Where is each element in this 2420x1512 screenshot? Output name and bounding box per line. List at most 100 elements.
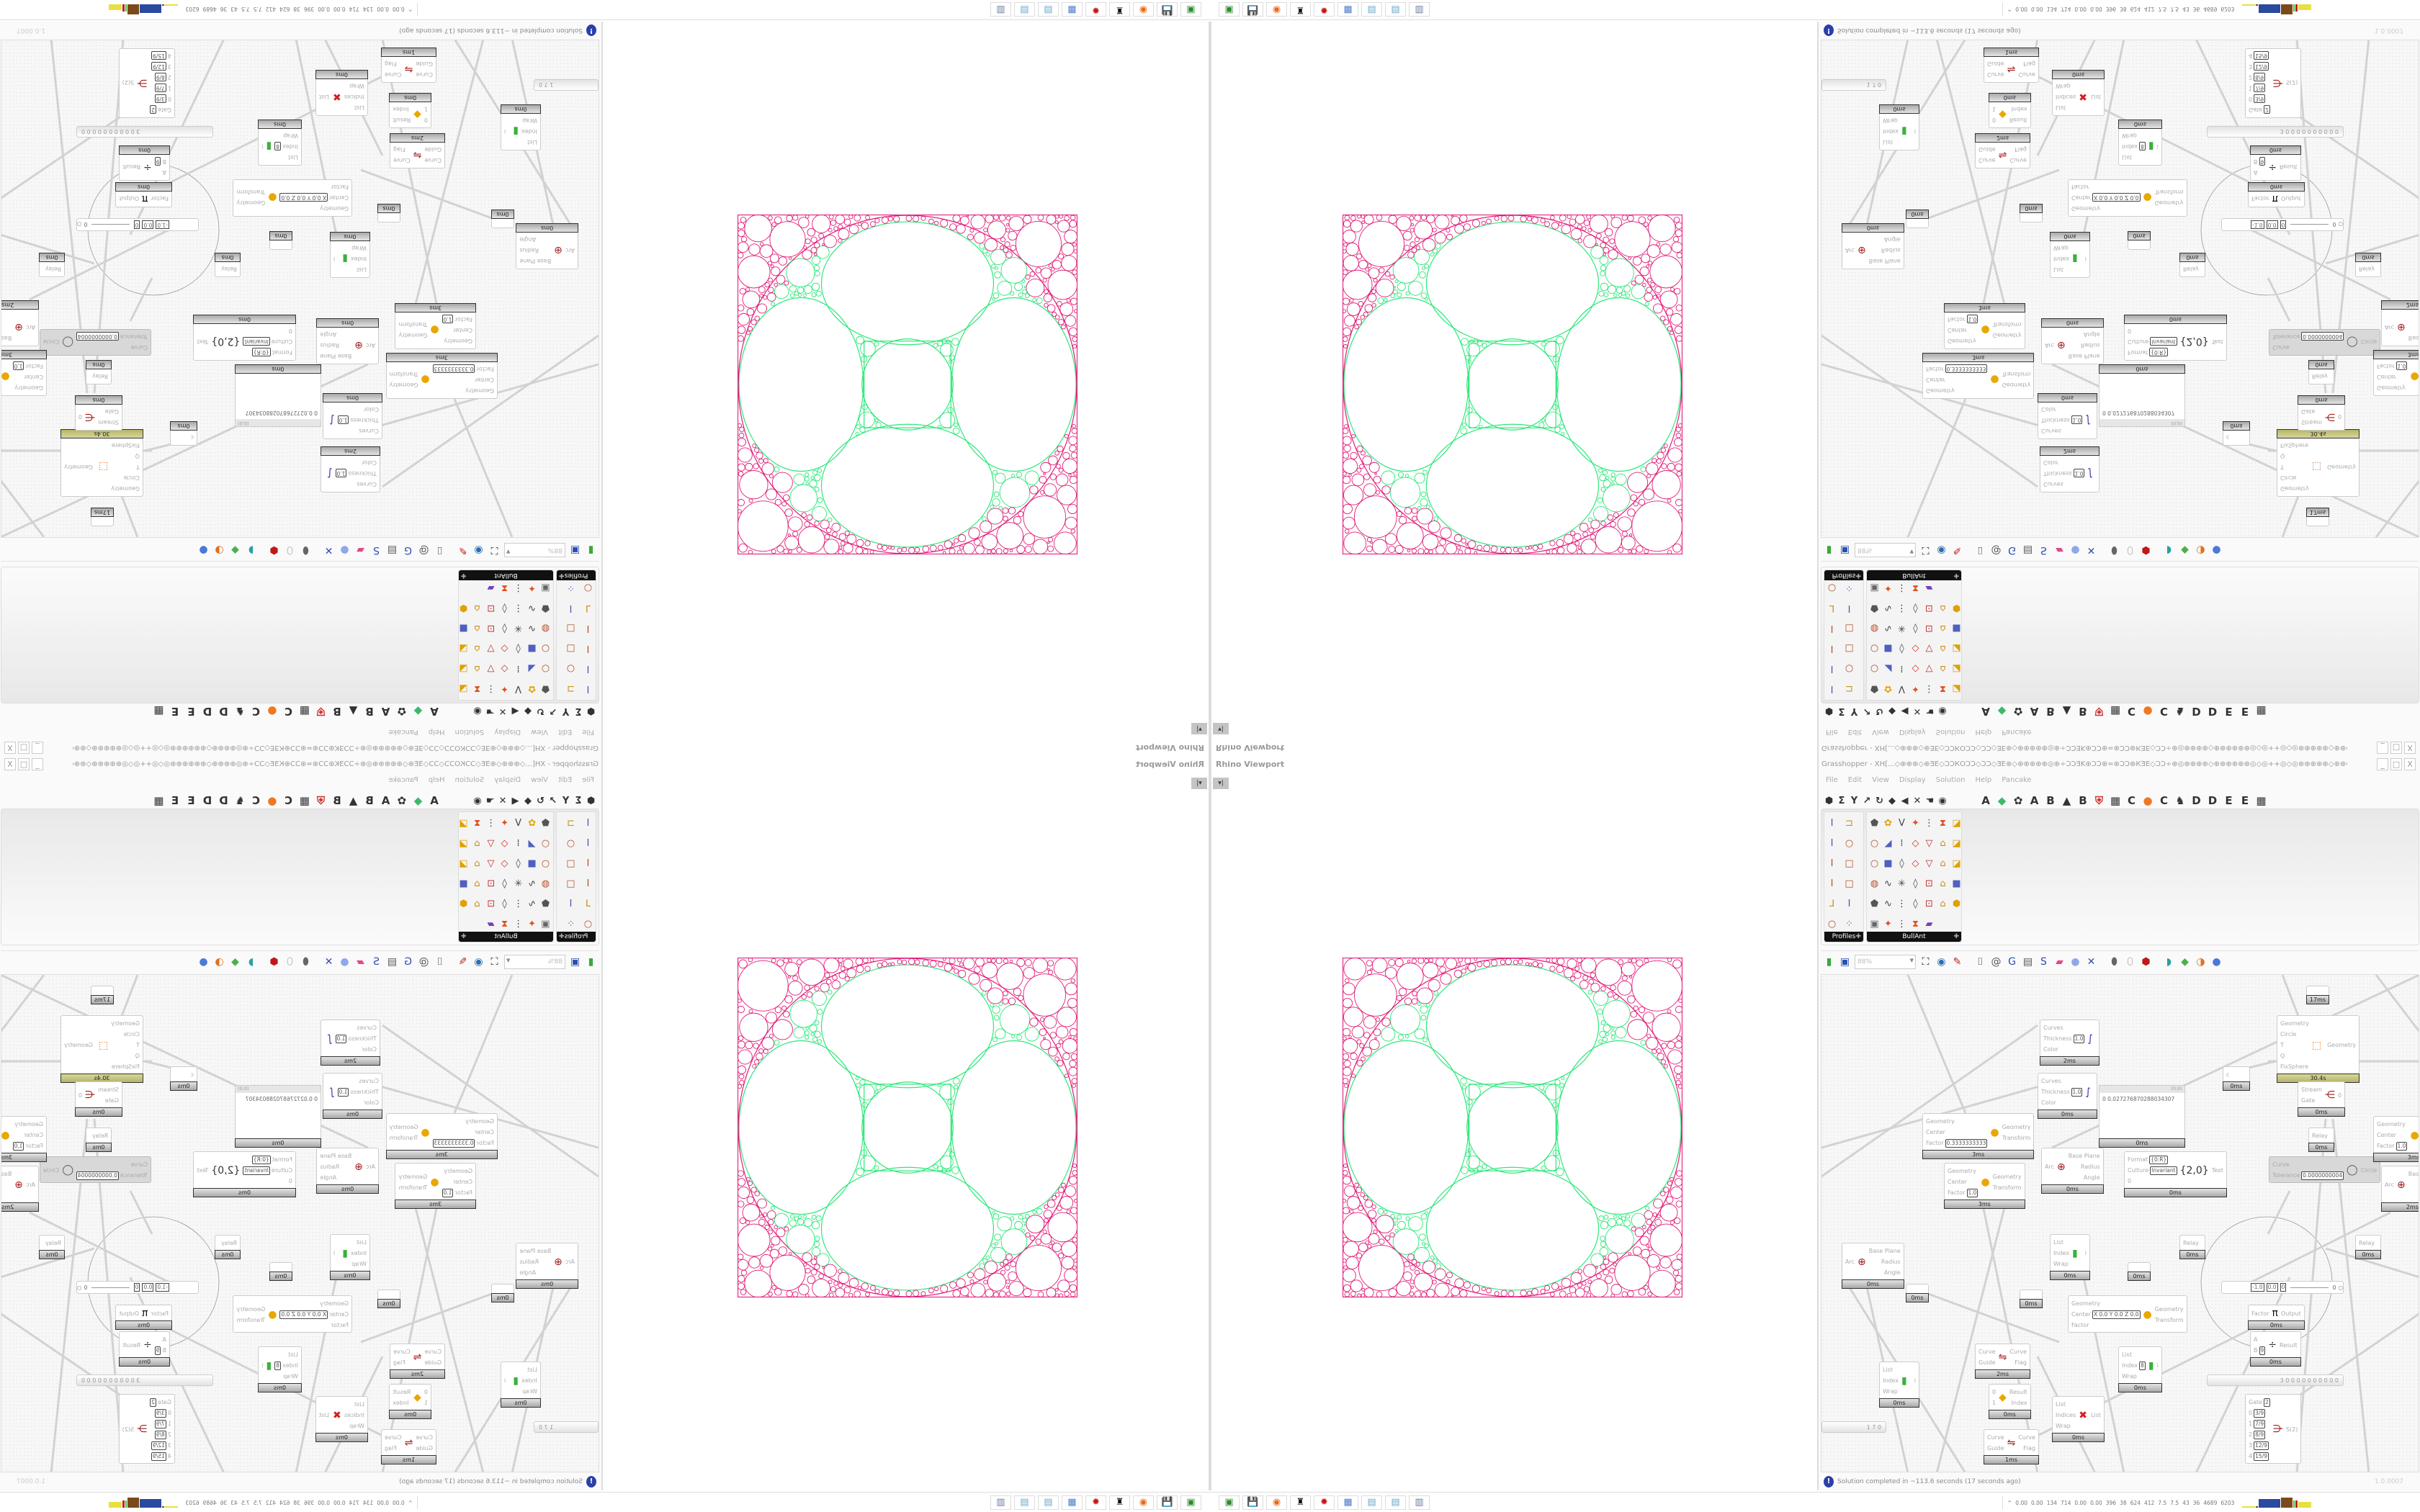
tab-a[interactable]: A xyxy=(430,793,439,807)
digit-scroller[interactable]: 3 0 0 0 0 0 0 0 0 0 0 xyxy=(2207,126,2344,138)
gem-icon[interactable]: ◆ xyxy=(1888,795,1896,806)
grasshopper-canvas[interactable]: Curves Thickness 1.0 Color ∫ 2ms Curves Thickne… xyxy=(1821,974,2419,1472)
cluster-icon[interactable]: ⌷ xyxy=(1977,544,1984,557)
param-value[interactable]: 1.0 xyxy=(335,1034,347,1043)
lock-icon[interactable]: ⌂ xyxy=(474,838,480,849)
tab-b[interactable]: B xyxy=(333,793,341,807)
frame-icon[interactable]: ⊡ xyxy=(487,899,495,909)
hexagon-icon[interactable]: ⬢ xyxy=(586,795,596,806)
menu-edit[interactable]: Edit xyxy=(557,776,573,784)
panel-icon[interactable]: ◪ xyxy=(459,838,468,849)
output-param[interactable]: 0 xyxy=(2337,1092,2342,1099)
arrow-icon[interactable]: ↗ xyxy=(549,706,557,717)
input-param[interactable]: 1 7/9 xyxy=(2249,83,2270,94)
input-param[interactable]: 4 15/9 xyxy=(2249,50,2270,61)
output-param[interactable]: Text xyxy=(2211,1167,2223,1174)
param-value[interactable]: 12/9 xyxy=(2254,62,2269,71)
input-param[interactable]: Factor 0.3333333333 xyxy=(1926,1138,1988,1148)
capsule-icon[interactable]: ⬮ xyxy=(2111,955,2118,968)
param-value[interactable]: Invariant xyxy=(243,337,270,346)
package-icon[interactable]: ▰ xyxy=(2056,955,2063,968)
input-param[interactable]: Geometry xyxy=(111,1018,140,1029)
grasshopper-canvas[interactable]: Curves Thickness 1.0 Color ∫ 2ms Curves Thickne… xyxy=(1,40,599,538)
input-param[interactable]: Relay xyxy=(92,371,108,382)
input-param[interactable]: Factor xyxy=(2071,1320,2141,1331)
output-param[interactable]: 0 xyxy=(78,1092,83,1099)
input-param[interactable]: Arc xyxy=(1845,245,1855,256)
loop-icon[interactable]: ↻ xyxy=(1876,795,1883,806)
input-param[interactable]: Thickness 1.0 xyxy=(337,415,379,426)
output-param[interactable]: Geometry xyxy=(2154,199,2184,207)
param-value[interactable]: 1.0 xyxy=(2071,415,2083,425)
input-param[interactable]: Arc xyxy=(26,1179,35,1190)
weave-icon[interactable]: ✕ xyxy=(324,955,333,968)
shield-icon[interactable]: ⛨ xyxy=(2094,705,2104,719)
param-value[interactable]: 15/9 xyxy=(2254,51,2269,60)
panel-icon[interactable]: ◪ xyxy=(1952,838,1961,849)
scale-component[interactable]: GeometryCenterFactor1.0●GeometryTransfor… xyxy=(1,1116,47,1162)
palette-footer[interactable]: BullAnt ✚ xyxy=(459,932,553,942)
sigma-icon[interactable]: Σ xyxy=(1838,795,1845,806)
vector-icon[interactable]: V xyxy=(1899,683,1905,694)
graph-icon[interactable]: ⋮ xyxy=(486,818,496,829)
lock-icon[interactable]: ⌂ xyxy=(474,858,480,869)
firefox-app-icon[interactable]: ◉ xyxy=(1133,1495,1154,1510)
output-param[interactable]: Circle xyxy=(42,1166,60,1174)
hand-icon[interactable]: ☚ xyxy=(1925,706,1935,717)
i-beam-tag-icon[interactable]: Ⅰ xyxy=(1847,603,1851,613)
input-param[interactable]: Circle xyxy=(2280,1029,2309,1040)
output-param[interactable]: Base Plane xyxy=(320,353,352,359)
flower-icon[interactable]: ✿ xyxy=(528,818,536,829)
polyline-icon[interactable]: ◊ xyxy=(1913,878,1918,889)
rhino-viewport[interactable]: Rhino Viewport ▾| xyxy=(603,22,1210,756)
cross-icon[interactable]: ✕ xyxy=(498,795,507,806)
input-param[interactable]: Arc xyxy=(2385,322,2394,333)
ring-icon[interactable]: ○ xyxy=(1870,858,1879,869)
frame-icon[interactable]: ⧗ xyxy=(501,582,508,593)
list-item-component[interactable]: List Index 8 Wrap ▮ i 0ms xyxy=(2118,1346,2162,1392)
vector-icon[interactable]: V xyxy=(1899,818,1905,829)
menu-solution[interactable]: Solution xyxy=(454,776,485,784)
output-param[interactable]: Angle xyxy=(1883,1269,1901,1276)
input-param[interactable]: Index 8 xyxy=(2122,141,2146,152)
input-param[interactable]: 1 7/9 xyxy=(2249,1418,2270,1429)
input-param[interactable]: Geometry xyxy=(13,382,43,393)
palette-footer[interactable]: Profiles ✚ xyxy=(557,570,596,580)
orange-dot-icon[interactable]: ● xyxy=(267,793,277,807)
fit-circle-component[interactable]: Curve Tolerance 0.0000000004 ◯ Circle xyxy=(2269,1156,2381,1183)
input-param[interactable]: Arc xyxy=(2045,1161,2054,1172)
param-value[interactable]: 8/9 xyxy=(2254,73,2266,82)
input-param[interactable]: List xyxy=(2122,152,2146,163)
teal-shape-icon[interactable]: ◗ xyxy=(2166,955,2172,968)
input-param[interactable]: 2 8/9 xyxy=(150,72,171,83)
cluster-icon[interactable]: ⌷ xyxy=(436,544,443,557)
output-param[interactable]: Radius xyxy=(1881,247,1901,253)
tab-c[interactable]: C xyxy=(2159,705,2168,719)
input-param[interactable]: Factor 1.0 xyxy=(12,1140,43,1151)
output-param[interactable]: Radius xyxy=(2080,342,2100,348)
zoom-extents-icon[interactable]: ⛶ xyxy=(490,544,498,557)
input-param[interactable]: Gate 2 xyxy=(2249,1397,2270,1408)
param-value[interactable]: 1.0 xyxy=(2073,469,2085,478)
tab-d[interactable]: D xyxy=(2208,793,2218,807)
hand-icon[interactable]: ☚ xyxy=(485,795,495,806)
input-param[interactable]: List xyxy=(2056,1399,2076,1410)
polyline-icon[interactable]: ◊ xyxy=(1899,643,1904,654)
loop-icon[interactable]: ↻ xyxy=(537,706,544,717)
input-param[interactable]: Index xyxy=(351,253,367,264)
graph-icon[interactable]: ⋮ xyxy=(514,603,523,613)
scale-component[interactable]: Geometry Center X 0.0 Y 0.0 Z 0.0 Factor ● Ge… xyxy=(2068,179,2187,217)
input-param[interactable]: List xyxy=(351,1237,367,1248)
red-brep-icon[interactable]: ⬢ xyxy=(269,544,279,557)
output-param[interactable]: List xyxy=(2091,1412,2101,1418)
output-param[interactable]: i xyxy=(1914,128,1916,135)
input-param[interactable]: Arc xyxy=(2045,340,2054,351)
param-value[interactable]: 9 xyxy=(2259,157,2266,166)
input-param[interactable]: T xyxy=(111,1040,140,1050)
ball-icon[interactable]: ◍ xyxy=(541,878,550,889)
scale-component[interactable]: Geometry Center Factor 0.3333333333 ● Geometr… xyxy=(1922,1113,2035,1159)
input-param[interactable]: 1 7/9 xyxy=(150,83,171,94)
output-param[interactable]: Flag xyxy=(385,1445,397,1452)
search-icon[interactable]: S xyxy=(373,955,380,968)
param-value[interactable]: 9 xyxy=(154,157,161,166)
